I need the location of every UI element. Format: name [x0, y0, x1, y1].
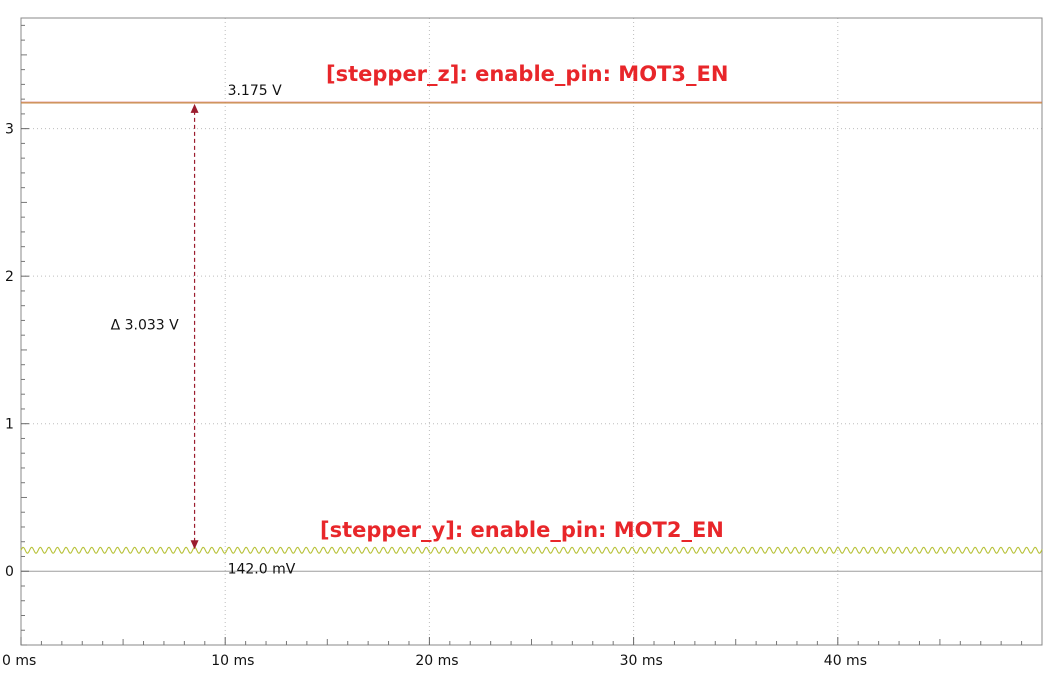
axes: 0 ms 10 ms 20 ms 30 ms 40 ms 0 1 2 3	[2, 17, 1043, 669]
arrow-up-icon	[190, 103, 199, 113]
y-tick-label: 2	[5, 269, 14, 285]
upper-voltage-label: 3.175 V	[228, 83, 283, 99]
x-tick-label: 30 ms	[620, 653, 663, 669]
lower-voltage-label: 142.0 mV	[228, 561, 296, 577]
grid	[21, 18, 1042, 645]
stepper-y-trace	[20, 546, 1043, 554]
x-tick-label: 20 ms	[415, 653, 458, 669]
voltage-measurement: 3.175 V 142.0 mV Δ 3.033 V	[111, 83, 296, 577]
x-tick-label: 10 ms	[211, 653, 254, 669]
x-tick-label: 40 ms	[824, 653, 867, 669]
y-tick-label: 0	[5, 564, 14, 580]
stepper-z-annotation: [stepper_z]: enable_pin: MOT3_EN	[326, 62, 728, 86]
y-tick-label: 1	[5, 417, 14, 433]
arrow-down-icon	[190, 540, 199, 550]
series	[20, 101, 1043, 554]
y-tick-label: 3	[5, 122, 14, 138]
stepper-y-annotation: [stepper_y]: enable_pin: MOT2_EN	[320, 518, 724, 542]
x-tick-label: 0 ms	[2, 653, 36, 669]
delta-voltage-label: Δ 3.033 V	[111, 318, 180, 334]
